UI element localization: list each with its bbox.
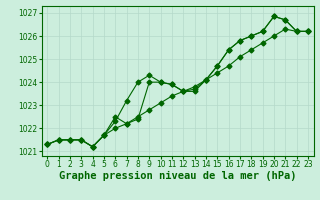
X-axis label: Graphe pression niveau de la mer (hPa): Graphe pression niveau de la mer (hPa) bbox=[59, 171, 296, 181]
